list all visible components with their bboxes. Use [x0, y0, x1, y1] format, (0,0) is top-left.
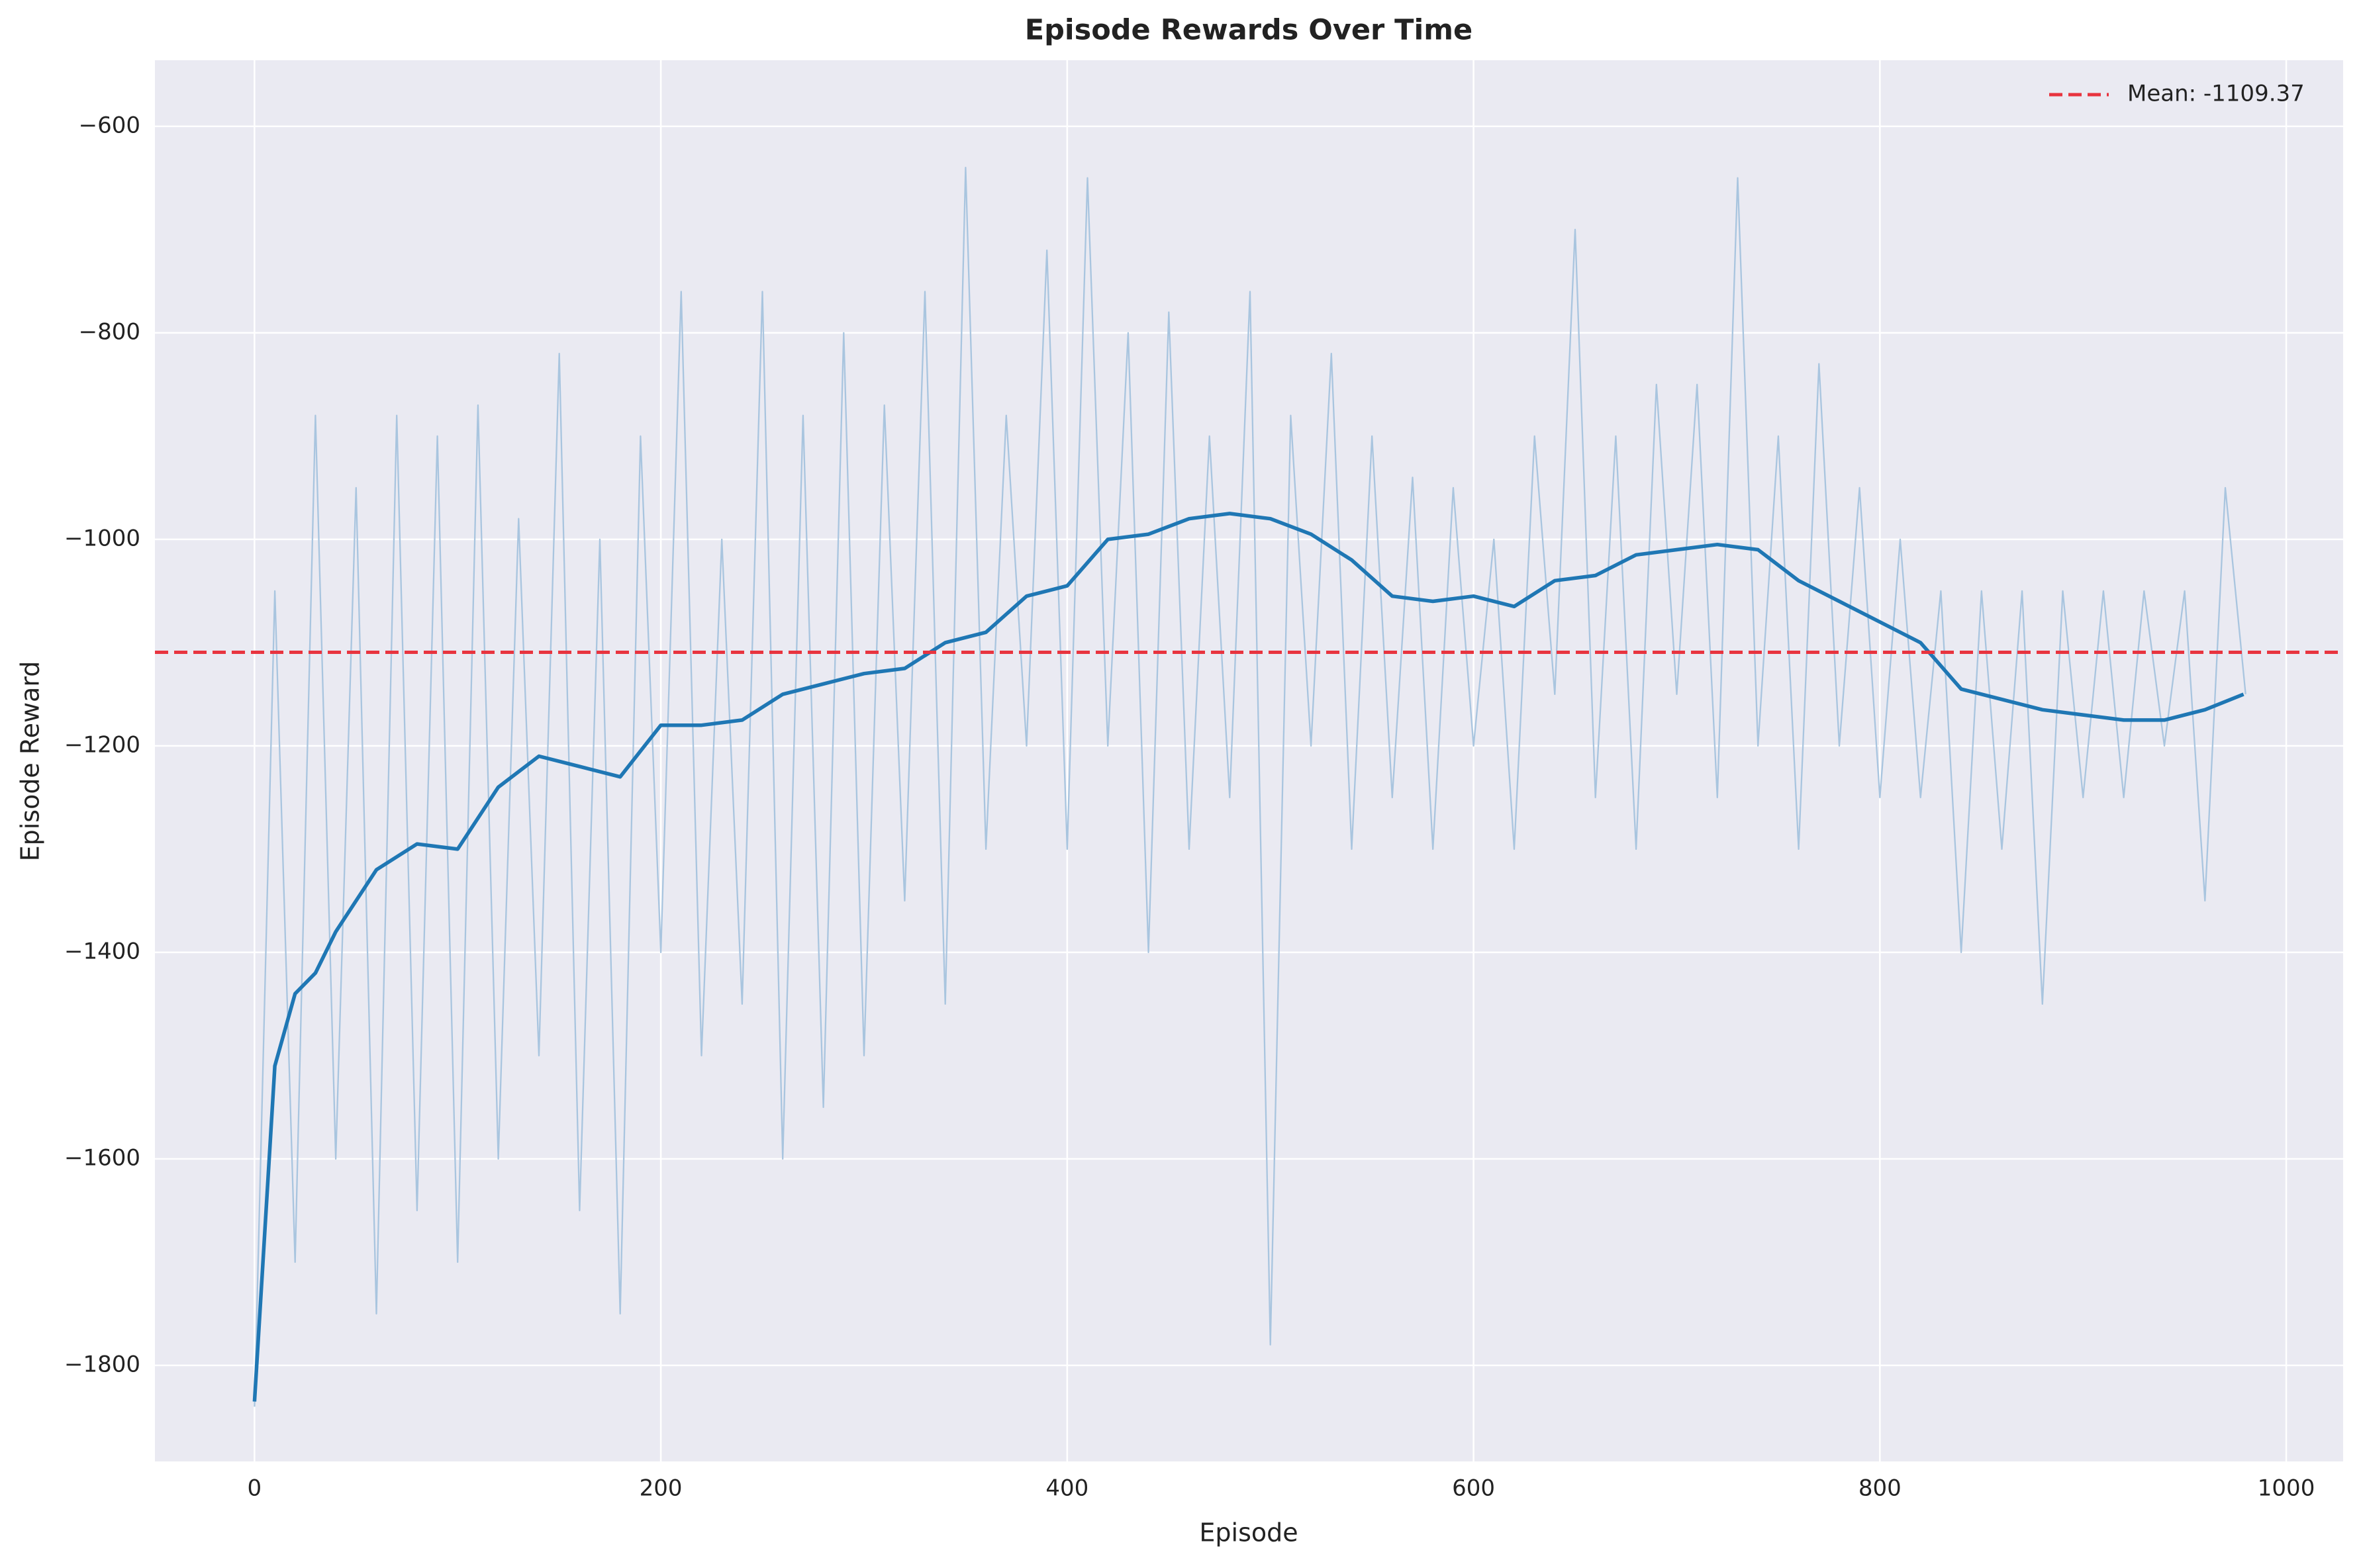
- y-tick-label: −1200: [64, 731, 140, 758]
- legend-label: Mean: -1109.37: [2127, 81, 2305, 107]
- y-tick-label: −1000: [64, 525, 140, 551]
- x-tick-label: 400: [1045, 1475, 1088, 1502]
- y-tick-label: −1400: [64, 938, 140, 964]
- x-tick-label: 200: [640, 1475, 683, 1502]
- plot-area: [155, 60, 2343, 1461]
- x-tick-label: 600: [1452, 1475, 1495, 1502]
- series-line: [252, 512, 2244, 1402]
- x-tick-label: 800: [1858, 1475, 1902, 1502]
- x-tick-label: 0: [248, 1475, 262, 1502]
- x-axis-label: Episode: [1199, 1518, 1298, 1547]
- y-tick-label: −800: [79, 318, 140, 345]
- y-tick-label: −1800: [64, 1351, 140, 1377]
- y-tick-label: −1600: [64, 1144, 140, 1171]
- y-axis-label: Episode Reward: [16, 661, 45, 862]
- x-tick-label: 1000: [2258, 1475, 2315, 1502]
- series-line: [254, 167, 2246, 1407]
- y-tick-label: −600: [79, 112, 140, 138]
- chart-title: Episode Rewards Over Time: [1025, 14, 1472, 47]
